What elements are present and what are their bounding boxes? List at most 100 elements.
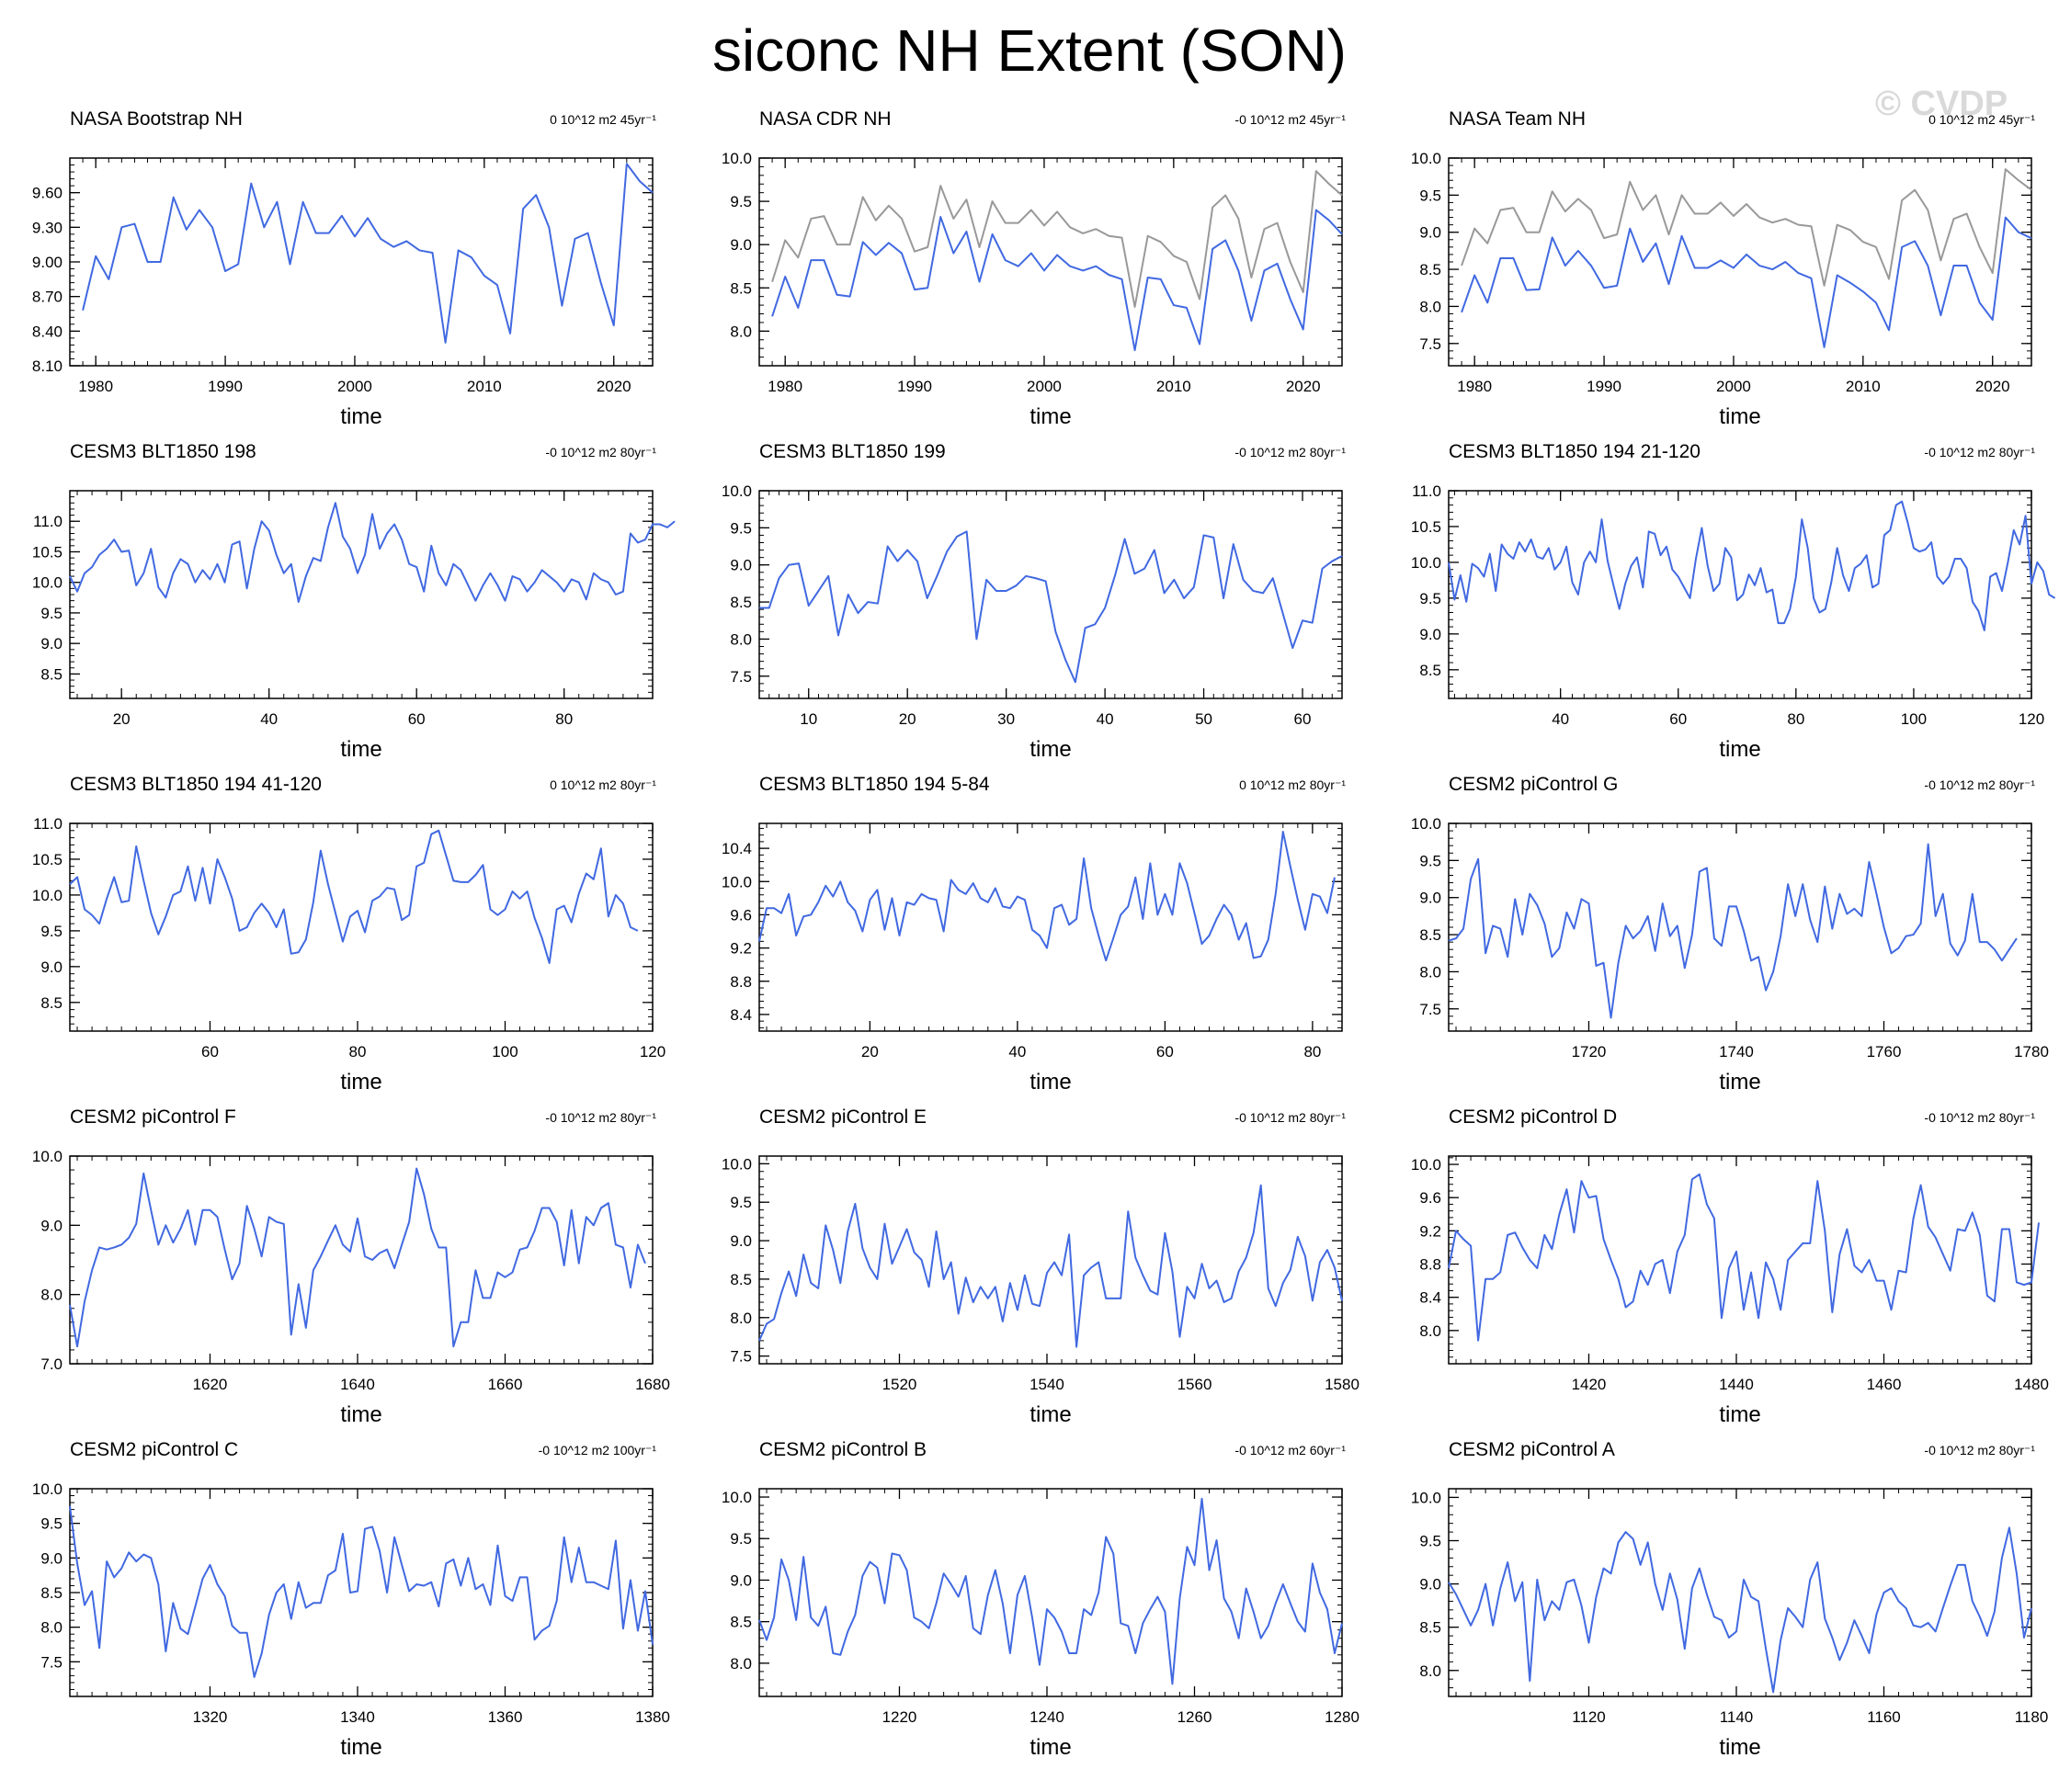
plot-frame: [1448, 822, 2032, 1032]
x-tick-label: 1140: [1720, 1708, 1754, 1726]
x-tick-label: 40: [1008, 1043, 1026, 1060]
y-tick-label: 9.0: [1419, 224, 1441, 242]
plot-frame: [758, 822, 1343, 1032]
y-tick-label: 8.40: [32, 323, 63, 340]
x-axis-label: time: [1719, 737, 1761, 762]
y-tick-label: 8.5: [730, 279, 752, 297]
y-tick-label: 9.5: [40, 923, 63, 940]
plot-frame: [1448, 1155, 2032, 1365]
panel-title: NASA Bootstrap NH: [70, 108, 243, 130]
chart-panel: CESM2 piControl D -0 10^12 m2 80yr⁻¹ time 1…: [1379, 1106, 2059, 1437]
x-tick-label: 2000: [1716, 378, 1751, 395]
x-tick-label: 2020: [1975, 378, 2010, 395]
y-tick-label: 9.0: [40, 635, 63, 652]
x-tick-label: 1420: [1572, 1376, 1607, 1393]
x-tick-label: 2020: [597, 378, 631, 395]
plot-area: 10 20 30 40 50 60 7.5 8.0 8.5 9.0 9.5 10.0: [722, 482, 1343, 728]
series-line: [82, 163, 654, 344]
chart-panel: CESM2 piControl G -0 10^12 m2 80yr⁻¹ time 1…: [1379, 774, 2059, 1105]
y-tick-label: 9.00: [32, 254, 63, 271]
y-tick-label: 9.0: [730, 1571, 752, 1589]
y-tick-label: 8.5: [1419, 662, 1441, 679]
y-tick-label: 10.0: [722, 150, 752, 167]
y-tick-label: 8.5: [40, 665, 63, 683]
series-line-gray: [1461, 168, 2032, 287]
panel-annotation: 0 10^12 m2 80yr⁻¹: [550, 777, 656, 792]
y-tick-label: 8.0: [1419, 1662, 1441, 1680]
y-tick-label: 9.0: [730, 236, 752, 254]
series-line: [69, 829, 639, 964]
x-tick-label: 20: [861, 1043, 879, 1060]
x-tick-label: 1540: [1030, 1376, 1064, 1393]
x-axis-label: time: [340, 404, 382, 429]
series-line-gray: [771, 170, 1343, 308]
y-tick-label: 9.2: [1419, 1222, 1441, 1240]
y-tick-label: 9.5: [1419, 590, 1441, 607]
y-tick-label: 8.5: [1419, 926, 1441, 944]
y-tick-label: 9.0: [1419, 1576, 1441, 1594]
chart-panel: NASA CDR NH -0 10^12 m2 45yr⁻¹ time 1980 199…: [689, 108, 1370, 439]
chart-panel: CESM2 piControl F -0 10^12 m2 80yr⁻¹ time 1…: [0, 1106, 680, 1437]
x-tick-label: 1980: [768, 378, 802, 395]
y-tick-label: 9.5: [1419, 1533, 1441, 1550]
series-line-blue: [1461, 216, 2032, 348]
panel-annotation: 0 10^12 m2 80yr⁻¹: [1239, 777, 1346, 792]
panel-title: NASA CDR NH: [759, 108, 892, 130]
panel-title: CESM3 BLT1850 194 21-120: [1449, 441, 1701, 462]
x-tick-label: 2000: [1027, 378, 1062, 395]
y-tick-label: 8.0: [1419, 1322, 1441, 1340]
x-tick-label: 1240: [1030, 1708, 1064, 1726]
x-tick-label: 1760: [1867, 1043, 1902, 1060]
y-tick-label: 10.5: [32, 851, 63, 868]
y-tick-label: 9.2: [730, 940, 752, 958]
x-axis-label: time: [340, 1070, 382, 1094]
y-tick-label: 10.5: [32, 543, 63, 561]
y-tick-label: 8.5: [40, 1584, 63, 1602]
x-axis-label: time: [1719, 1402, 1761, 1427]
plot-area: 1980 1990 2000 2010 2020 7.5 8.0 8.5 9.0 9.5 10.0: [1411, 150, 2032, 395]
x-tick-label: 1620: [193, 1376, 228, 1393]
plot-frame: [69, 490, 654, 699]
panel-title: CESM2 piControl D: [1449, 1106, 1618, 1128]
y-tick-label: 8.5: [730, 1614, 752, 1631]
chart-panel: CESM3 BLT1850 194 21-120 -0 10^12 m2 80yr…: [1379, 441, 2059, 772]
plot-frame: [758, 490, 1343, 699]
series-line: [69, 502, 676, 603]
x-tick-label: 60: [1669, 710, 1687, 728]
chart-panel: CESM2 piControl C -0 10^12 m2 100yr⁻¹ time…: [0, 1439, 680, 1770]
y-tick-label: 8.8: [730, 973, 752, 991]
x-axis-label: time: [340, 1735, 382, 1760]
series-line-blue: [771, 209, 1343, 352]
chart-panel: NASA Bootstrap NH 0 10^12 m2 45yr⁻¹ time 19…: [0, 108, 680, 439]
y-tick-label: 8.0: [1419, 298, 1441, 315]
panel-annotation: -0 10^12 m2 100yr⁻¹: [538, 1443, 656, 1457]
y-tick-label: 9.5: [40, 605, 63, 622]
y-tick-label: 8.0: [40, 1619, 63, 1637]
y-tick-label: 11.0: [1412, 482, 1441, 500]
x-tick-label: 2010: [1156, 378, 1191, 395]
x-tick-label: 1180: [2015, 1708, 2049, 1726]
figure-title: siconc NH Extent (SON): [712, 17, 1347, 84]
y-tick-label: 8.5: [1419, 1619, 1441, 1637]
panel-annotation: -0 10^12 m2 80yr⁻¹: [1924, 777, 2035, 792]
y-tick-label: 10.0: [32, 887, 63, 904]
x-axis-label: time: [1030, 1070, 1072, 1094]
panel-title: CESM3 BLT1850 198: [70, 441, 256, 462]
x-tick-label: 1380: [635, 1708, 670, 1726]
y-tick-label: 10.0: [32, 574, 63, 592]
panel-annotation: -0 10^12 m2 80yr⁻¹: [1234, 445, 1346, 459]
x-tick-label: 60: [408, 710, 426, 728]
y-tick-label: 8.0: [730, 1310, 752, 1327]
chart-panel: CESM3 BLT1850 198 -0 10^12 m2 80yr⁻¹ time 2…: [0, 441, 680, 772]
plot-area: 1620 1640 1660 1680 7.0 8.0 9.0 10.0: [32, 1148, 670, 1393]
y-tick-label: 8.4: [1419, 1289, 1441, 1307]
plot-frame: [758, 1488, 1343, 1697]
plot-area: 20 40 60 80 8.5 9.0 9.5 10.0 10.5 11.0: [32, 490, 676, 728]
y-tick-label: 8.0: [730, 1655, 752, 1673]
y-tick-label: 8.0: [730, 630, 752, 648]
x-tick-label: 1780: [2014, 1043, 2049, 1060]
panel-annotation: 0 10^12 m2 45yr⁻¹: [550, 112, 656, 127]
y-tick-label: 7.5: [1419, 335, 1441, 353]
y-tick-label: 9.5: [1419, 187, 1441, 204]
y-tick-label: 9.5: [730, 193, 752, 210]
